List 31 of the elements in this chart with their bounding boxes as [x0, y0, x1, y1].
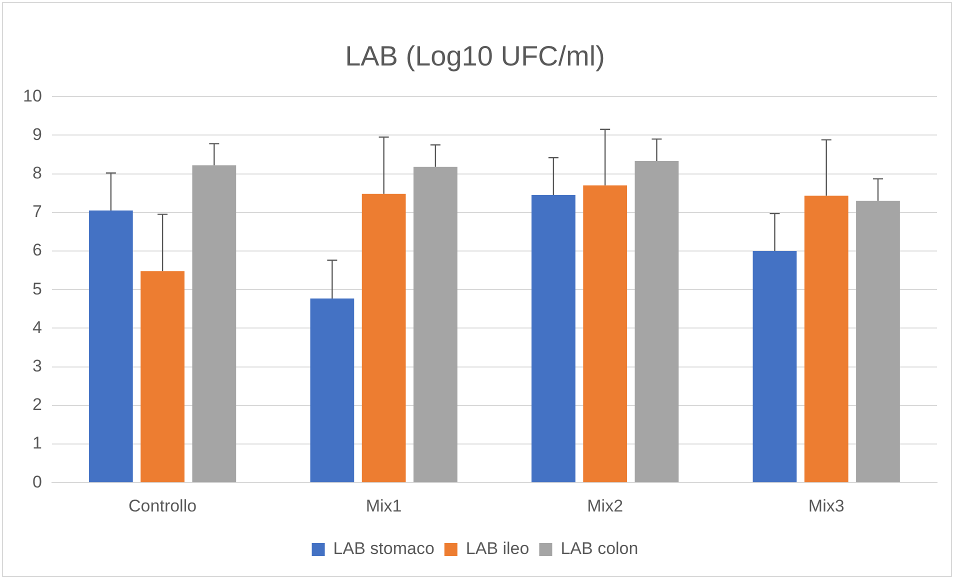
y-tick-label: 9 — [32, 124, 42, 144]
bar — [804, 196, 848, 482]
bar — [414, 166, 458, 482]
bar — [752, 251, 797, 482]
bar — [634, 161, 679, 482]
y-tick-label: 0 — [32, 472, 42, 492]
bar — [192, 165, 236, 482]
bar — [362, 194, 406, 482]
x-tick-label: Mix1 — [366, 496, 402, 516]
y-tick-label: 3 — [32, 356, 42, 376]
bar — [583, 185, 628, 482]
y-tick-label: 6 — [32, 240, 42, 260]
y-tick-label: 5 — [32, 279, 42, 298]
legend-label: LAB ileo — [466, 539, 530, 558]
chart-title: LAB (Log10 UFC/ml) — [345, 40, 605, 72]
bar — [856, 200, 900, 482]
bar — [310, 298, 354, 482]
x-tick-label: Mix2 — [587, 496, 624, 516]
y-tick-label: 1 — [32, 434, 42, 453]
y-tick-label: 7 — [32, 202, 42, 222]
x-tick-label: Mix3 — [808, 496, 844, 516]
y-tick-label: 2 — [32, 395, 42, 414]
legend-label: LAB stomaco — [333, 539, 434, 558]
y-tick-label: 8 — [32, 163, 42, 182]
legend-label: LAB colon — [560, 539, 638, 558]
y-tick-label: 4 — [32, 318, 42, 337]
bar — [140, 271, 184, 482]
bar — [88, 210, 133, 482]
bar — [532, 195, 576, 482]
y-tick-label: 10 — [22, 86, 42, 106]
x-tick-label: Controllo — [128, 496, 197, 516]
